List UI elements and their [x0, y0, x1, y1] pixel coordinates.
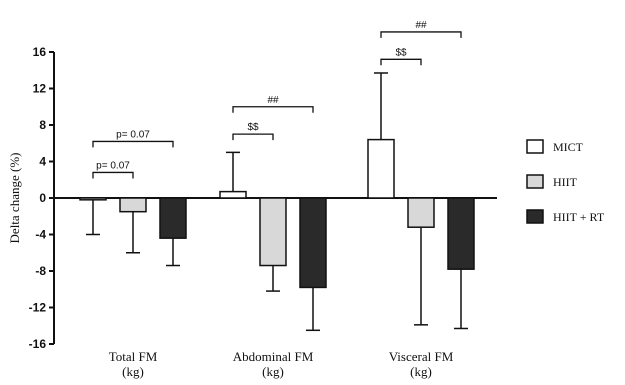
significance-label: ## — [415, 20, 427, 31]
legend-swatch — [526, 174, 544, 189]
bar — [367, 138, 395, 199]
bar — [447, 197, 475, 270]
significance-bracket — [232, 106, 314, 113]
significance-bracket — [92, 171, 134, 179]
category-label: Abdominal FM (kg) — [233, 349, 314, 379]
y-tick-label: 4 — [39, 155, 46, 169]
bars — [79, 72, 475, 332]
significance-bracket — [92, 140, 174, 148]
bar — [259, 197, 287, 267]
significance-bracket — [380, 58, 422, 66]
significance-label: p= 0.07 — [116, 129, 150, 140]
significance-annotations: p= 0.07 p= 0.07 $$ ## $$ ## — [92, 20, 462, 179]
bar — [79, 197, 107, 201]
bar — [407, 197, 435, 228]
significance-label: ## — [267, 95, 279, 106]
significance-bracket — [232, 133, 274, 141]
legend-label: HIIT + RT — [553, 210, 605, 224]
significance-label: p= 0.07 — [96, 160, 130, 171]
axes: 16 12 8 4 0 -4 -8 -12 -16 Total FM (kg) Abdominal F… — [29, 45, 497, 379]
y-tick-label: 8 — [39, 118, 46, 132]
category-label: Visceral FM (kg) — [389, 349, 454, 379]
y-tick-label: -8 — [35, 264, 46, 278]
bar — [119, 197, 147, 213]
significance-label: $$ — [247, 122, 259, 133]
significance-label: $$ — [395, 47, 407, 58]
bar — [219, 190, 247, 199]
y-tick-label: -16 — [29, 337, 47, 351]
bar — [159, 197, 187, 239]
y-tick-label: -4 — [35, 228, 46, 242]
y-axis-title: Delta change (%) — [7, 153, 22, 244]
legend-label: HIIT — [553, 175, 578, 189]
legend: MICT HIIT HIIT + RT — [526, 139, 605, 224]
bar — [299, 197, 327, 289]
legend-label: MICT — [553, 140, 584, 154]
y-tick-label: 12 — [33, 82, 47, 96]
significance-bracket — [380, 31, 462, 38]
y-tick-label: 16 — [33, 45, 47, 59]
y-tick-label: -12 — [29, 301, 47, 315]
legend-swatch — [526, 139, 544, 154]
y-tick-label: 0 — [39, 191, 46, 205]
legend-swatch — [526, 209, 544, 224]
category-label: Total FM (kg) — [109, 349, 158, 379]
